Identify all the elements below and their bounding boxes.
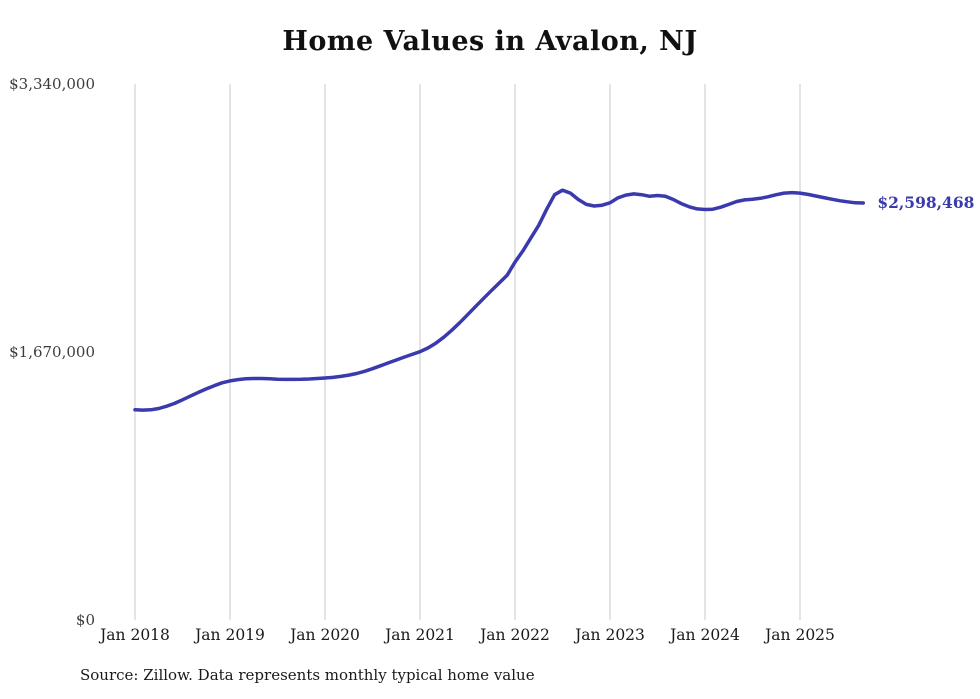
y-axis-tick-label: $1,670,000 (9, 343, 95, 361)
x-axis-tick-label: Jan 2021 (383, 626, 455, 644)
end-value-label: $2,598,468 (877, 193, 974, 212)
y-axis-tick-label: $3,340,000 (9, 75, 95, 93)
chart-title: Home Values in Avalon, NJ (282, 26, 698, 57)
value-line (133, 188, 866, 412)
x-axis-tick-label: Jan 2018 (98, 626, 170, 644)
source-note: Source: Zillow. Data represents monthly … (80, 666, 535, 684)
x-axis-tick-label: Jan 2019 (193, 626, 265, 644)
y-axis-tick-label: $0 (76, 611, 95, 629)
x-axis-tick-label: Jan 2022 (478, 626, 550, 644)
x-axis-tick-label: Jan 2020 (288, 626, 360, 644)
x-axis-tick-label: Jan 2023 (573, 626, 645, 644)
x-axis-tick-label: Jan 2024 (668, 626, 740, 644)
x-axis-tick-label: Jan 2025 (763, 626, 835, 644)
